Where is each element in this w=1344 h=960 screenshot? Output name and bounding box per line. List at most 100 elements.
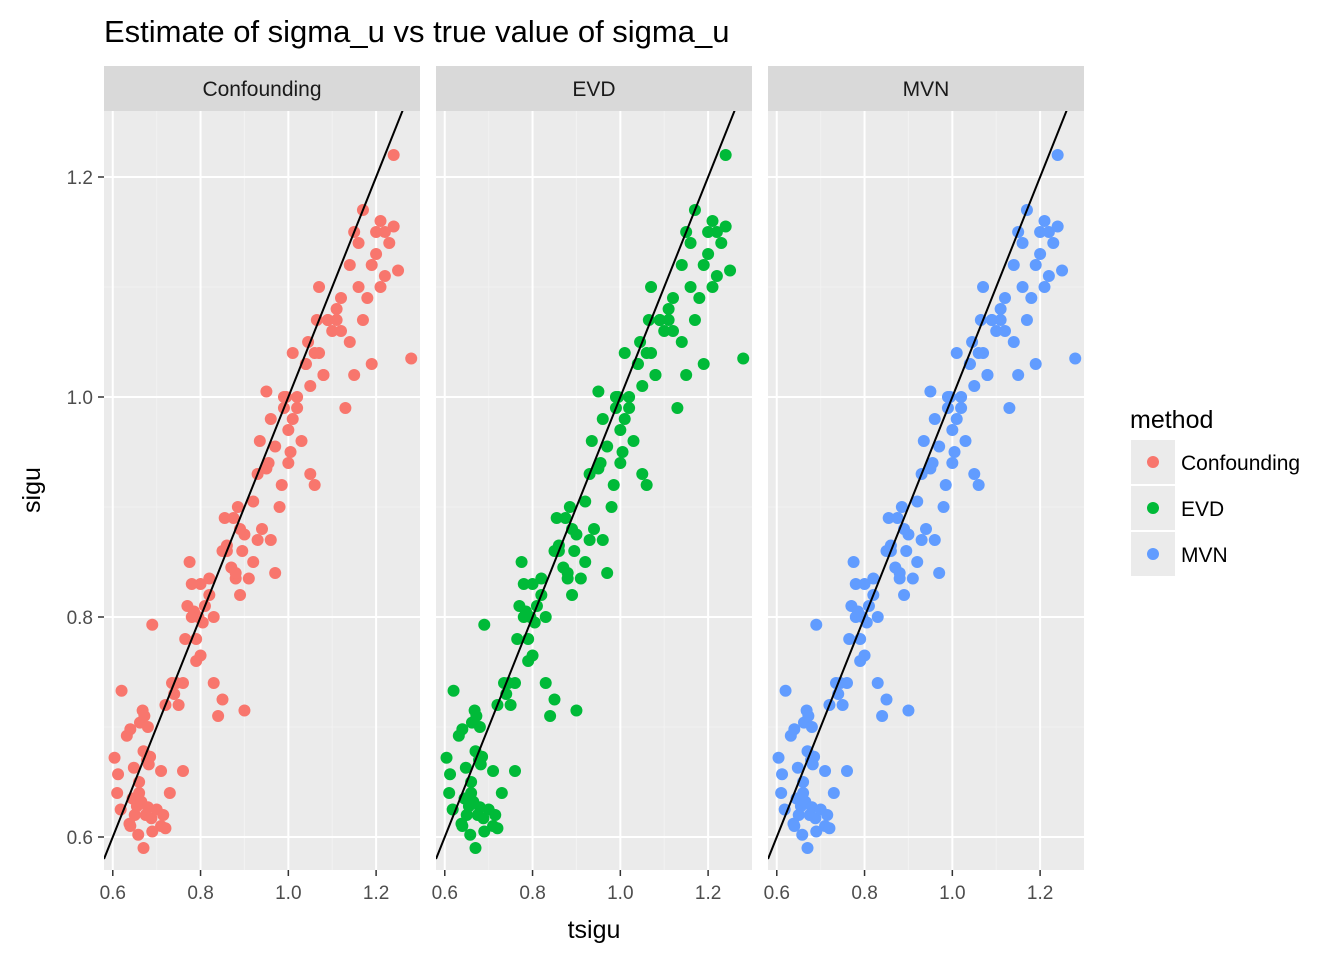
data-point — [568, 545, 581, 557]
data-point — [614, 457, 627, 469]
data-point — [141, 721, 154, 733]
x-tick-label: 0.6 — [100, 883, 126, 904]
legend-marker — [1147, 456, 1159, 468]
data-point — [185, 578, 198, 590]
data-point — [544, 710, 557, 722]
data-point — [671, 402, 684, 414]
data-point — [177, 677, 189, 689]
data-point — [108, 751, 121, 764]
x-tick-label: 0.6 — [764, 883, 790, 904]
data-point — [216, 693, 229, 706]
data-point — [526, 649, 539, 662]
data-point — [680, 369, 693, 381]
data-point — [365, 358, 378, 370]
data-point — [805, 721, 818, 733]
data-point — [446, 803, 459, 816]
data-point — [229, 567, 242, 579]
data-point — [335, 325, 347, 337]
data-point — [517, 578, 530, 590]
data-point — [985, 314, 998, 326]
data-point — [1056, 264, 1069, 277]
data-point — [688, 314, 701, 326]
legend-item-evd: EVD — [1131, 486, 1224, 530]
data-point — [138, 710, 151, 722]
data-point — [179, 633, 192, 645]
data-point — [618, 347, 631, 359]
data-point — [570, 704, 583, 717]
data-point — [968, 468, 981, 480]
data-point — [495, 787, 508, 799]
data-point — [440, 751, 453, 764]
data-point — [999, 292, 1011, 304]
x-tick-label: 1.0 — [939, 883, 965, 904]
data-point — [330, 314, 343, 326]
x-tick-label: 1.0 — [607, 883, 633, 904]
data-point — [146, 825, 159, 838]
data-point — [684, 281, 697, 293]
data-point — [469, 842, 482, 854]
data-point — [924, 462, 937, 475]
data-point — [823, 822, 836, 835]
data-point — [155, 765, 168, 777]
data-point — [207, 677, 220, 689]
data-point — [928, 534, 941, 546]
data-point — [933, 440, 946, 453]
data-point — [1016, 237, 1029, 249]
data-point — [684, 237, 697, 249]
y-axis-title: sigu — [18, 467, 46, 513]
data-point — [504, 699, 517, 711]
data-point — [999, 325, 1011, 337]
data-point — [585, 435, 598, 447]
data-point — [447, 684, 460, 697]
data-point — [882, 512, 895, 524]
data-point — [693, 292, 706, 304]
data-point — [321, 314, 334, 326]
data-point — [772, 751, 785, 764]
facet-panel-mvn: MVN — [768, 66, 1084, 870]
data-point — [308, 479, 321, 491]
data-point — [724, 264, 737, 277]
data-point — [124, 723, 137, 736]
data-point — [444, 768, 457, 781]
x-tick-label: 1.0 — [275, 883, 301, 904]
data-point — [526, 578, 539, 590]
data-point — [566, 589, 579, 601]
data-point — [234, 589, 247, 601]
data-point — [260, 462, 273, 475]
data-point — [291, 391, 304, 403]
data-point — [574, 572, 587, 585]
x-tick-label: 0.6 — [432, 883, 458, 904]
x-tick-label: 0.8 — [187, 883, 213, 904]
data-point — [605, 501, 618, 513]
data-point — [275, 479, 288, 491]
data-point — [706, 215, 719, 227]
data-point — [218, 512, 231, 524]
data-point — [788, 820, 801, 832]
data-point — [601, 567, 614, 579]
data-point — [111, 787, 124, 799]
facet-strip — [104, 66, 420, 111]
data-point — [115, 684, 128, 697]
data-point — [977, 281, 990, 293]
data-point — [906, 572, 919, 585]
data-point — [636, 468, 649, 480]
facet-strip-label: Confounding — [202, 78, 321, 101]
data-point — [264, 534, 277, 546]
data-point — [137, 842, 150, 854]
data-point — [284, 446, 297, 458]
data-point — [915, 534, 928, 546]
data-point — [779, 684, 792, 697]
data-point — [326, 325, 339, 337]
data-point — [132, 828, 145, 841]
data-point — [563, 501, 576, 513]
data-point — [378, 270, 391, 282]
data-point — [286, 347, 299, 359]
facet-strip — [436, 66, 752, 111]
data-point — [950, 347, 963, 359]
data-point — [697, 358, 710, 370]
data-point — [203, 572, 216, 585]
data-point — [550, 512, 563, 524]
data-point — [702, 226, 715, 238]
data-point — [939, 479, 952, 491]
data-point — [592, 385, 605, 398]
